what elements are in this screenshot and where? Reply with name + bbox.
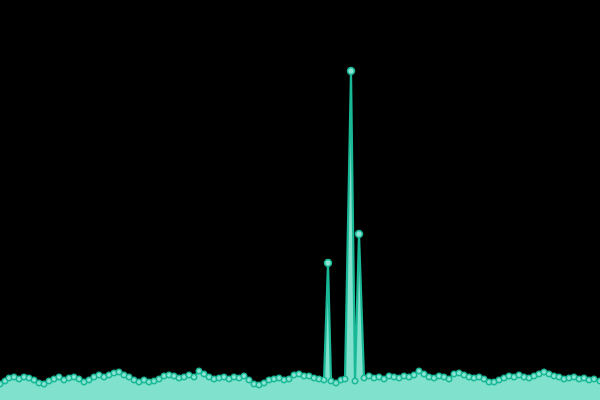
data-point-marker[interactable] [351,377,359,385]
data-point-marker[interactable] [590,375,598,383]
data-point-marker[interactable] [200,370,208,378]
data-point-marker[interactable] [420,370,428,378]
data-point-marker[interactable] [341,375,349,383]
data-point-marker[interactable] [240,372,248,380]
spectrum-line [0,69,600,387]
data-point-marker[interactable] [125,373,133,381]
data-point-marker[interactable] [75,375,83,383]
data-point-marker[interactable] [115,368,123,376]
data-point-marker[interactable] [85,376,93,384]
data-point-marker[interactable] [195,367,203,375]
data-point-marker[interactable] [260,379,268,387]
spectrum-area-fill [0,71,600,400]
data-point-marker[interactable] [285,375,293,383]
peak-marker[interactable] [346,66,356,76]
data-point-marker[interactable] [245,376,253,384]
data-point-marker[interactable] [480,375,488,383]
data-point-marker[interactable] [30,376,38,384]
data-point-marker[interactable] [332,379,340,387]
data-point-marker[interactable] [190,373,198,381]
data-point-marker[interactable] [320,376,328,384]
peak-marker[interactable] [354,229,364,239]
data-point-marker[interactable] [445,375,453,383]
data-point-marker[interactable] [410,371,418,379]
peak-marker[interactable] [323,258,333,268]
data-point-marker[interactable] [380,375,388,383]
data-point-marker[interactable] [415,367,423,375]
data-point-marker[interactable] [55,373,63,381]
data-point-marker[interactable] [155,375,163,383]
data-point-marker[interactable] [40,380,48,388]
